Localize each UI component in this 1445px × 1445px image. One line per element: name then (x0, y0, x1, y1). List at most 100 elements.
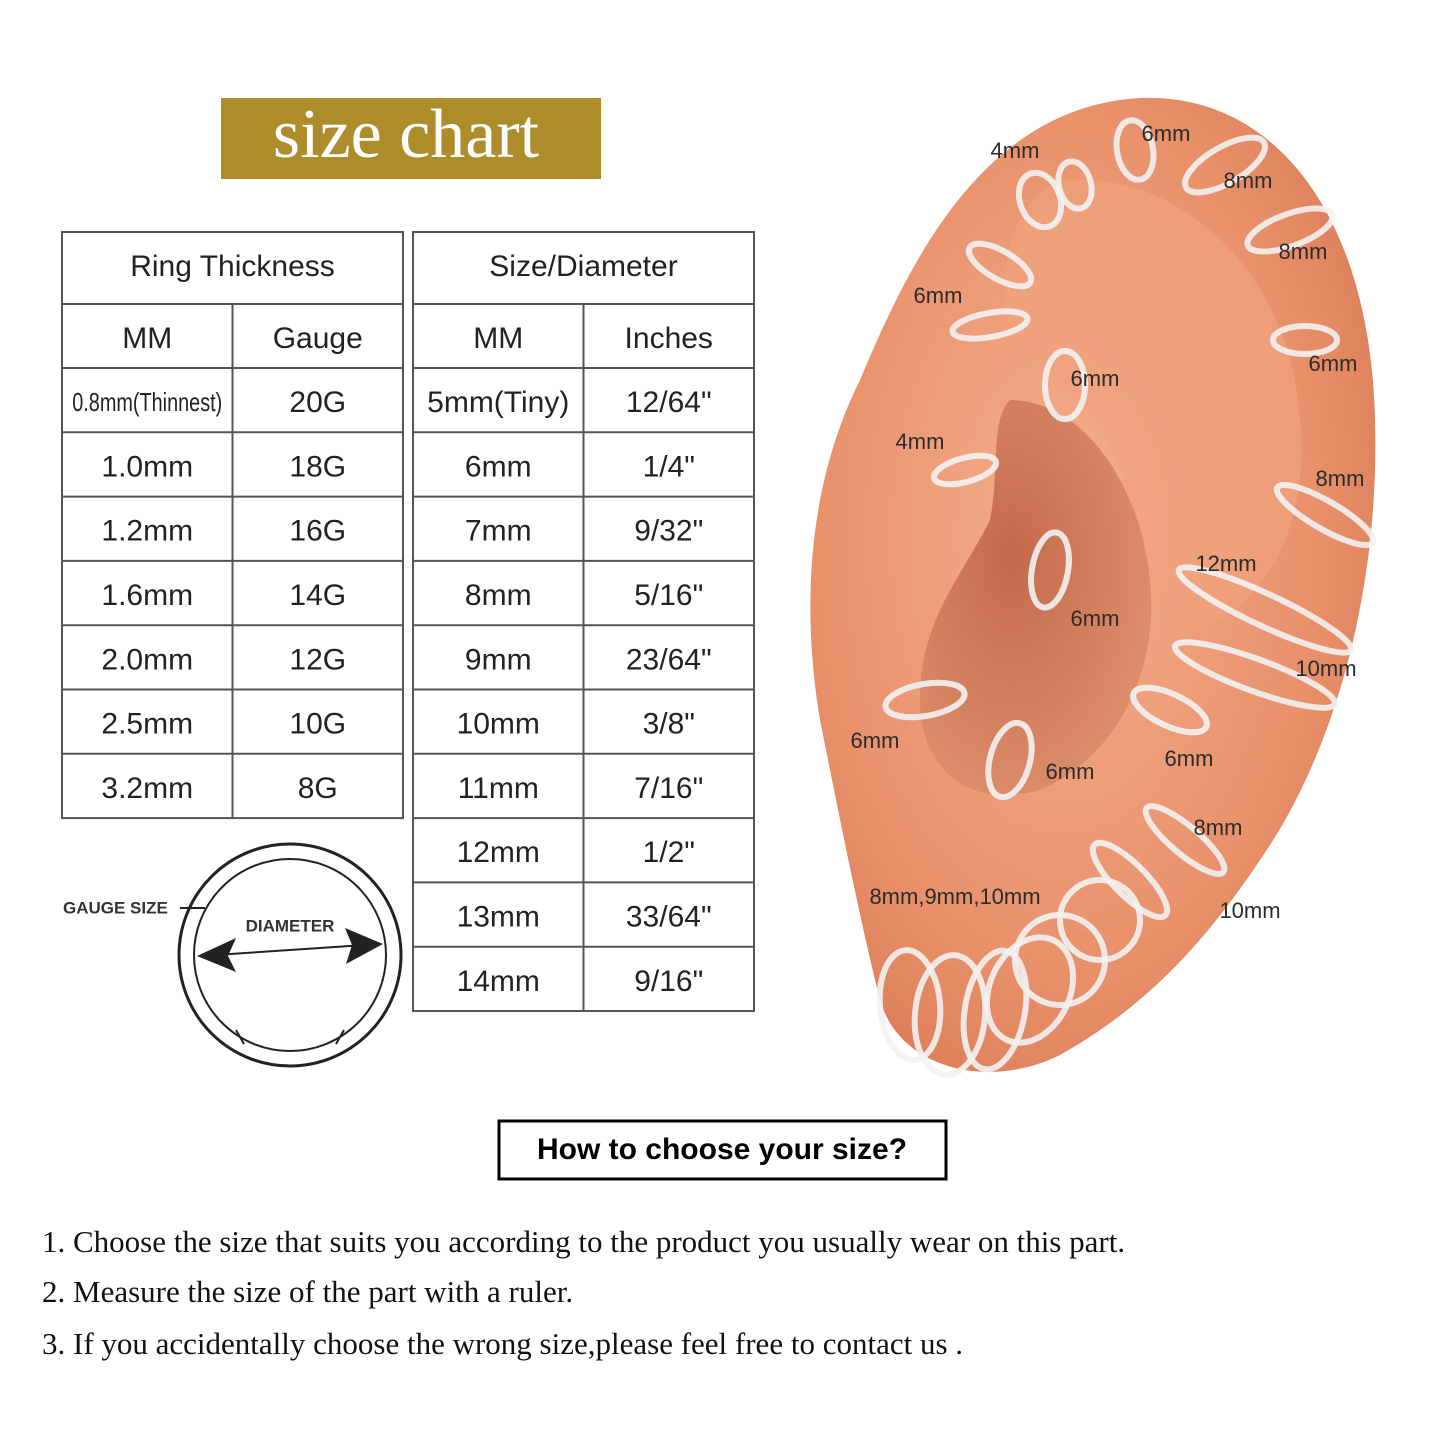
how-to-step: 1. Choose the size that suits you accord… (42, 1224, 1125, 1259)
ear-size-label: 8mm (1224, 168, 1273, 193)
table-cell: 9/32" (634, 515, 703, 548)
ear-size-label: 6mm (1142, 121, 1191, 146)
ear-ring (985, 719, 1035, 801)
how-to-step: 2. Measure the size of the part with a r… (42, 1274, 573, 1309)
table-cell: 20G (289, 386, 346, 419)
ear-ring (1171, 639, 1339, 711)
ear-illustration (810, 97, 1377, 1078)
table-cell: 1.0mm (101, 450, 193, 483)
ear-ring (965, 240, 1035, 290)
diameter-label: DIAMETER (246, 916, 335, 935)
tables: Ring Thickness MM Gauge 0.8mm(Thinnest) 20G 1… (61, 231, 755, 1012)
ear-size-label: 8mm (1194, 815, 1243, 840)
table-cell: 11mm (458, 772, 539, 805)
table-cell: 33/64" (626, 900, 712, 933)
ear-ring (882, 679, 968, 721)
table-cell: 5/16" (634, 579, 703, 612)
ear-ring (911, 952, 989, 1078)
ear-size-label: 6mm (851, 728, 900, 753)
ear-size-label: 6mm (1071, 606, 1120, 631)
table-cell: 18G (289, 450, 346, 483)
arrow-head (197, 938, 236, 972)
ear-ring (1270, 323, 1340, 357)
column-header: MM (122, 322, 172, 355)
table-cell: 5mm(Tiny) (427, 386, 569, 419)
ring-diagram: GAUGE SIZE DIAMETER (63, 842, 403, 1068)
ear-ring (1244, 205, 1336, 255)
ring-seam (335, 1029, 345, 1045)
ear-ring (1130, 684, 1210, 736)
ear-ring (1182, 134, 1268, 196)
ear-ring (983, 934, 1077, 1046)
ear-size-label: 6mm (1046, 759, 1095, 784)
how-to-step: 3. If you accidentally choose the wrong … (42, 1326, 963, 1361)
ear-size-label: 8mm (1316, 466, 1365, 491)
column-header: Inches (625, 322, 713, 355)
table-title: Ring Thickness (130, 250, 335, 283)
table-cell: 10G (289, 708, 346, 741)
table-cell: 10mm (457, 708, 540, 741)
table-cell: 12/64" (626, 386, 712, 419)
table-cell: 7mm (465, 515, 532, 548)
gauge-label: GAUGE SIZE (63, 898, 168, 917)
table-cell: 1.6mm (101, 579, 193, 612)
table-cell: 1/2" (643, 836, 695, 869)
ring-outer (177, 842, 403, 1068)
ear-size-label: 8mm (1279, 239, 1328, 264)
ear-ring (1057, 877, 1143, 963)
table-cell: 9mm (465, 643, 532, 676)
ear-ring (1089, 839, 1171, 921)
ear-ring (1055, 158, 1095, 212)
table-cell: 6mm (465, 450, 532, 483)
ear-ring (1012, 912, 1108, 1008)
table-cell: 3.2mm (101, 772, 193, 805)
table-cell: 8G (298, 772, 338, 805)
table-cell: 23/64" (626, 643, 712, 676)
table-cell: 1/4" (643, 450, 695, 483)
ear-size-label: 4mm (991, 138, 1040, 163)
table-cell: 14G (289, 579, 346, 612)
ear-size-label: 10mm (1295, 656, 1356, 681)
ear-rings (876, 117, 1377, 1078)
ear-size-label: 6mm (1071, 366, 1120, 391)
title: size chart (273, 96, 540, 173)
table-cell: 3/8" (643, 708, 695, 741)
arrow-head (345, 928, 383, 964)
table-cell: 13mm (457, 900, 540, 933)
ear-size-label: 4mm (896, 429, 945, 454)
table-cell: 9/16" (634, 965, 703, 998)
ear-ring (1042, 348, 1088, 422)
ear-ring (876, 947, 944, 1063)
table-cell: 12G (289, 643, 346, 676)
ear-ring (930, 452, 1000, 488)
table-cell: 8mm (465, 579, 532, 612)
table-title: Size/Diameter (489, 250, 677, 283)
table-cell: 14mm (457, 965, 540, 998)
ear-ring (1113, 117, 1157, 183)
table-cell: 2.0mm (101, 643, 193, 676)
how-to-box (497, 1119, 948, 1181)
ear-size-label: 12mm (1195, 551, 1256, 576)
column-header: Gauge (273, 322, 363, 355)
ear-ring (1142, 803, 1228, 877)
table-cell: 7/16" (634, 772, 703, 805)
ring-inner (193, 858, 387, 1052)
table-cell: 12mm (457, 836, 540, 869)
ring-seam (235, 1029, 245, 1045)
table-cell: 0.8mm(Thinnest) (72, 387, 222, 417)
how-to-heading: How to choose your size? (537, 1133, 907, 1166)
ear-rim (1003, 179, 1302, 626)
ear-ring (1028, 529, 1072, 611)
diameter-arrow (214, 944, 366, 956)
ear-ring (1273, 481, 1377, 549)
column-header: MM (473, 322, 523, 355)
table-cell: 2.5mm (101, 708, 193, 741)
table-cell: 1.2mm (101, 515, 193, 548)
ear-size-label: 6mm (914, 283, 963, 308)
ear-size-label: 10mm (1219, 898, 1280, 923)
ear-size-label: 8mm,9mm,10mm (869, 884, 1040, 909)
ear-size-label: 6mm (1165, 746, 1214, 771)
ear-ring (1175, 564, 1355, 656)
how-to-steps: 1. Choose the size that suits you accord… (42, 1224, 1125, 1361)
